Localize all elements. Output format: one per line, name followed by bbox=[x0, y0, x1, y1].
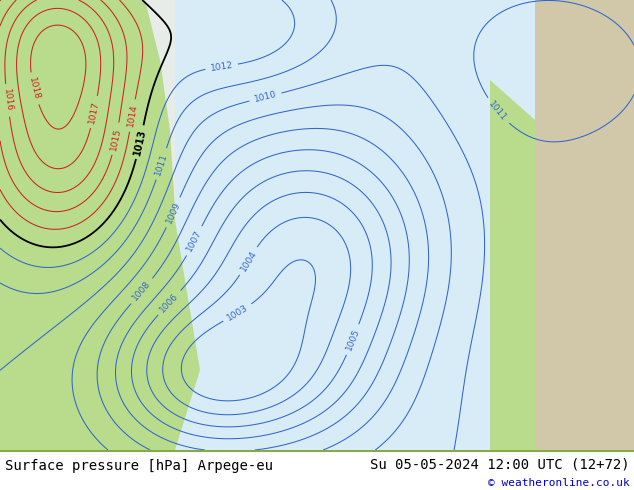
Text: 1016: 1016 bbox=[2, 88, 13, 112]
Text: Surface pressure [hPa] Arpege-eu: Surface pressure [hPa] Arpege-eu bbox=[5, 459, 273, 473]
Text: © weatheronline.co.uk: © weatheronline.co.uk bbox=[488, 478, 630, 488]
Polygon shape bbox=[0, 0, 200, 450]
Text: 1006: 1006 bbox=[158, 292, 181, 314]
Text: 1005: 1005 bbox=[344, 327, 361, 352]
Text: Su 05-05-2024 12:00 UTC (12+72): Su 05-05-2024 12:00 UTC (12+72) bbox=[370, 457, 630, 471]
Text: 1007: 1007 bbox=[185, 229, 204, 253]
Bar bbox=[535, 0, 634, 450]
Text: 1014: 1014 bbox=[126, 103, 139, 127]
Text: 1013: 1013 bbox=[133, 128, 148, 156]
Text: 1018: 1018 bbox=[27, 76, 41, 101]
Polygon shape bbox=[490, 0, 540, 190]
Polygon shape bbox=[175, 0, 535, 450]
Bar bbox=[535, 0, 634, 450]
Text: 1004: 1004 bbox=[238, 249, 258, 273]
Polygon shape bbox=[0, 0, 200, 450]
Text: 1012: 1012 bbox=[210, 60, 233, 73]
Text: 1011: 1011 bbox=[487, 99, 508, 123]
Text: 1009: 1009 bbox=[164, 200, 182, 225]
Text: 1010: 1010 bbox=[253, 90, 278, 104]
Text: 1003: 1003 bbox=[225, 303, 250, 322]
Polygon shape bbox=[490, 80, 535, 450]
Text: 1015: 1015 bbox=[109, 127, 122, 151]
Text: 1008: 1008 bbox=[131, 279, 153, 303]
Text: 1017: 1017 bbox=[87, 100, 101, 124]
Text: 1011: 1011 bbox=[153, 151, 169, 176]
